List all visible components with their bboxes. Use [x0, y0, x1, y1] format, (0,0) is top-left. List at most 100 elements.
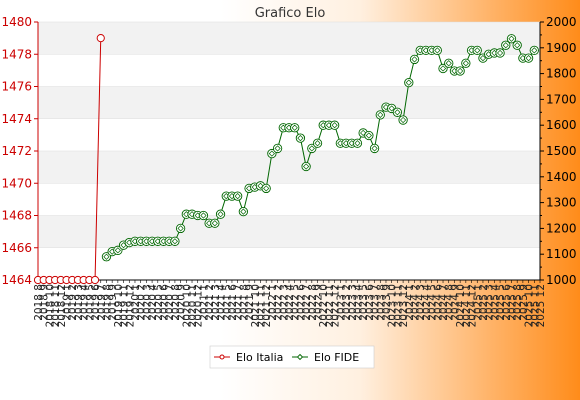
x-tick-label: 2025 10 — [524, 284, 536, 327]
chart-title: Grafico Elo — [255, 6, 326, 21]
x-tick-label: 2019 9 — [107, 284, 119, 321]
data-point-inner — [457, 67, 464, 75]
x-tick-label: 2023 6 — [364, 284, 376, 321]
x-tick-label: 2018 9 — [39, 284, 51, 321]
x-tick-label: 2019 10 — [113, 284, 125, 327]
x-tick-label: 2022 9 — [313, 284, 325, 321]
data-point — [198, 210, 209, 221]
x-tick-label: 2021 3 — [210, 284, 222, 321]
x-tick-label: 2024 7 — [438, 284, 450, 321]
data-point — [96, 34, 105, 43]
data-point — [215, 209, 226, 219]
data-point-inner — [177, 225, 184, 232]
data-point-inner — [263, 185, 270, 192]
data-point — [90, 275, 100, 285]
data-point — [438, 63, 448, 74]
data-point — [307, 143, 317, 154]
data-point — [261, 183, 271, 194]
series-layer — [33, 34, 539, 285]
legend-item-elo-fide: Elo FIDE — [292, 351, 359, 364]
x-tick-label: 2018 8 — [33, 284, 45, 321]
x-tick-label: 2019 1 — [62, 284, 74, 321]
x-tick-label: 2024 11 — [461, 284, 473, 327]
x-tick-label: 2023 2 — [341, 284, 353, 321]
data-point — [375, 110, 385, 120]
data-point-inner — [314, 140, 321, 147]
data-point-inner — [411, 56, 418, 63]
x-tick-label: 2024 1 — [404, 284, 416, 321]
series-line — [106, 38, 535, 258]
x-tick-label: 2021 8 — [238, 284, 250, 321]
x-tick-label: 2021 6 — [227, 284, 239, 321]
x-tick-label: 2023 3 — [347, 284, 359, 321]
data-point — [113, 245, 123, 255]
x-tick-label: 2018 11 — [50, 284, 62, 327]
x-tick-label: 2025 5 — [495, 284, 507, 321]
x-tick-label: 2021 10 — [250, 284, 262, 327]
data-point-inner — [445, 60, 452, 67]
data-point-inner — [496, 49, 504, 57]
grid-band — [38, 215, 540, 248]
data-point-inner — [257, 182, 264, 189]
right-tick-label: 1000 — [546, 273, 577, 287]
plot-bands — [38, 21, 540, 281]
x-tick-label: 2024 9 — [449, 284, 461, 321]
x-tick-label: 2022 8 — [307, 284, 319, 321]
x-tick-label: 2022 5 — [290, 284, 302, 321]
data-point — [364, 130, 374, 141]
x-tick-label: 2021 7 — [233, 284, 245, 321]
data-point — [210, 218, 220, 228]
data-point — [432, 45, 442, 56]
left-tick-label: 1470 — [1, 176, 32, 190]
x-tick-label: 2023 8 — [375, 284, 387, 321]
data-point — [295, 133, 306, 143]
data-point-inner — [508, 35, 515, 42]
x-tick-label: 2020 1 — [130, 284, 142, 321]
x-tick-label: 2020 8 — [170, 284, 182, 321]
x-tick-label: 2022 2 — [273, 284, 285, 321]
data-point-inner — [479, 55, 487, 62]
x-tick-label: 2022 7 — [301, 284, 313, 321]
data-point — [175, 223, 186, 234]
data-point-inner — [434, 47, 441, 54]
x-tick-label: 2020 2 — [136, 284, 148, 321]
data-point-inner — [394, 109, 401, 116]
data-point — [404, 77, 414, 88]
x-tick-label: 2023 1 — [335, 284, 347, 321]
x-tick-label: 2018 10 — [44, 284, 56, 327]
data-point-inner — [234, 193, 241, 200]
x-tick-label: 2025 12 — [535, 284, 547, 327]
data-point-inner — [200, 212, 207, 219]
x-tick-label: 2025 4 — [489, 284, 501, 321]
data-point — [472, 45, 482, 56]
data-point-inner — [274, 145, 281, 152]
x-tick-label: 2020 4 — [147, 284, 159, 321]
data-point-inner — [462, 60, 469, 67]
x-tick-label: 2021 9 — [244, 284, 256, 321]
x-tick-label: 2024 5 — [427, 284, 439, 321]
left-tick-label: 1478 — [1, 47, 32, 61]
x-tick-label: 2019 11 — [119, 284, 131, 327]
data-point-inner — [171, 238, 179, 245]
x-tick-label: 2022 6 — [295, 284, 307, 321]
data-point — [238, 206, 249, 217]
data-point — [409, 54, 420, 65]
right-tick-label: 1800 — [546, 67, 577, 81]
data-point — [398, 115, 408, 125]
data-point-inner — [399, 116, 407, 124]
x-tick-label: 2025 2 — [478, 284, 490, 321]
right-tick-label: 1400 — [546, 170, 577, 184]
x-tick-label: 2025 9 — [518, 284, 530, 321]
left-tick-label: 1474 — [1, 112, 32, 126]
legend-label: Elo Italia — [236, 351, 283, 364]
x-tick-label: 2021 5 — [221, 284, 233, 321]
x-tick-label: 2025 6 — [501, 284, 513, 321]
data-point — [501, 40, 511, 50]
data-point-inner — [388, 105, 395, 112]
x-tick-label: 2021 11 — [255, 284, 267, 327]
data-point — [301, 161, 311, 172]
x-tick-label: 2020 10 — [181, 284, 193, 327]
x-tick-label: 2020 3 — [141, 284, 153, 321]
